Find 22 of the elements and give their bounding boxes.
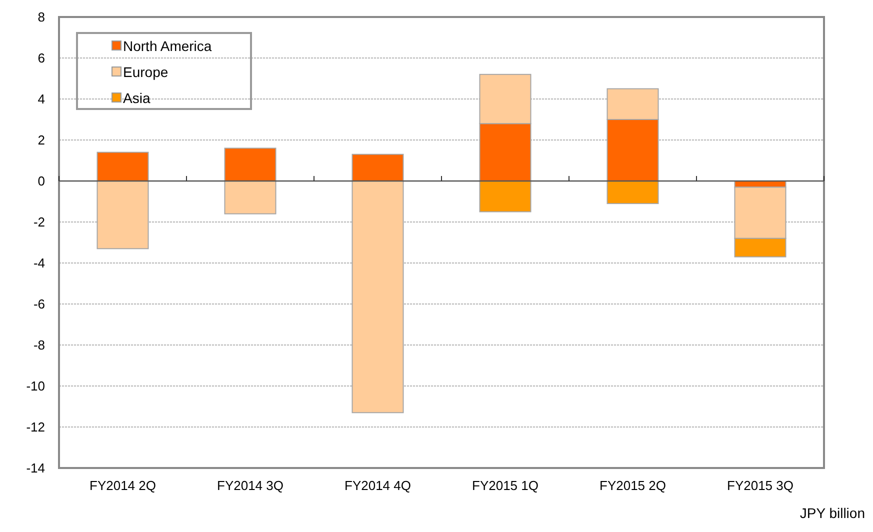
y-tick-label: -8 [33,338,45,353]
x-tick-label: FY2014 4Q [344,478,411,493]
x-tick-label: FY2014 2Q [90,478,156,493]
y-tick-label: 8 [38,10,45,25]
y-tick-label: -4 [33,256,45,271]
x-tick-label: FY2015 1Q [472,478,538,493]
y-tick-label: -12 [26,420,45,435]
legend-label: North America [123,38,212,54]
y-tick-label: 2 [38,132,45,148]
legend-label: Asia [123,90,150,106]
y-tick-label: -14 [26,460,45,476]
x-tick-label: FY2015 3Q [727,478,794,493]
y-tick-label: -6 [33,296,45,312]
y-tick-label: 4 [38,92,45,107]
legend-label: Europe [123,64,168,80]
x-tick-label: FY2015 2Q [600,478,666,493]
x-tick-label: FY2014 3Q [217,478,284,493]
y-tick-label: -2 [33,214,45,230]
y-tick-label: 0 [38,174,45,189]
y-tick-label: -10 [26,378,45,394]
text: JPY billion [800,505,865,521]
y-tick-label: 6 [38,50,45,66]
